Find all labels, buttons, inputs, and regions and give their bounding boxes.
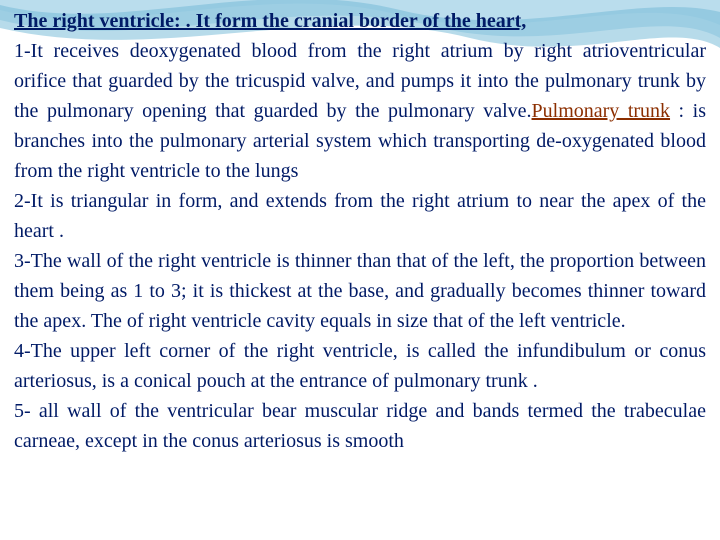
para-5: 5- all wall of the ventricular bear musc…: [14, 400, 706, 452]
para-4: 4-The upper left corner of the right ven…: [14, 340, 706, 392]
slide-content: The right ventricle: . It form the crani…: [0, 0, 720, 540]
para-2: 2-It is triangular in form, and extends …: [14, 190, 706, 242]
slide-title: The right ventricle: . It form the crani…: [14, 6, 706, 36]
pulmonary-trunk-heading: Pulmonary trunk: [532, 100, 671, 122]
para-3: 3-The wall of the right ventricle is thi…: [14, 250, 706, 332]
body-text: 1-It receives deoxygenated blood from th…: [14, 36, 706, 456]
